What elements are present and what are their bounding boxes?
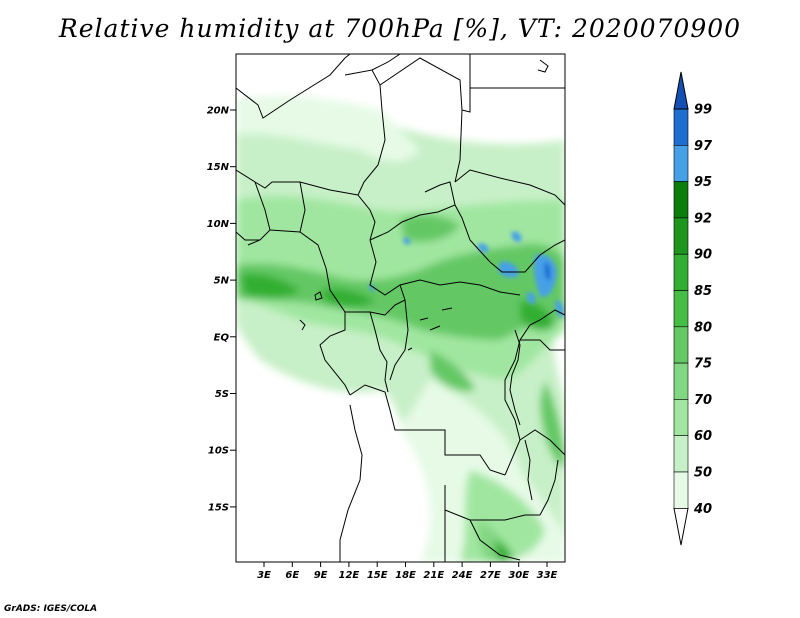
x-axis: 3E 6E 9E 12E 15E 18E 21E 24E 27E 30E 33E (257, 562, 558, 581)
colorbar-segment (673, 108, 689, 146)
colorbar-segment (673, 181, 689, 219)
y-tick-label: 15N (207, 162, 230, 173)
x-tick-label: 9E (314, 570, 328, 581)
x-tick-label: 15E (367, 570, 388, 581)
plot-frame (235, 53, 566, 563)
x-tick-label: 27E (480, 570, 501, 581)
colorbar-label: 40 (693, 502, 712, 517)
colorbar-segment (673, 71, 689, 110)
colorbar-label: 85 (694, 284, 712, 299)
x-tick-label: 30E (508, 570, 529, 581)
colorbar-label: 90 (694, 248, 712, 263)
grads-credit: GrADS: IGES/COLA (4, 604, 98, 614)
colorbar-label: 99 (694, 103, 712, 118)
x-tick-label: 6E (285, 570, 299, 581)
y-tick-label: EQ (214, 332, 230, 343)
colorbar-segment (673, 399, 689, 436)
colorbar-label: 80 (694, 320, 712, 335)
colorbar-label: 92 (694, 211, 712, 226)
colorbar-label: 70 (694, 393, 712, 408)
x-tick-label: 24E (452, 570, 473, 581)
x-tick-label: 12E (339, 570, 360, 581)
colorbar-segment (673, 471, 689, 509)
colorbar-label: 97 (694, 139, 713, 154)
y-tick-label: 15S (208, 502, 229, 513)
country-borders (236, 54, 565, 562)
x-tick-label: 3E (257, 570, 271, 581)
colorbar-label: 75 (694, 357, 712, 372)
colorbar-segment (673, 253, 689, 291)
x-tick-label: 33E (537, 570, 558, 581)
x-tick-label: 18E (395, 570, 416, 581)
y-tick-label: 20N (207, 106, 230, 117)
colorbar-segment (673, 326, 689, 364)
y-tick-label: 10S (208, 446, 229, 457)
colorbar-label: 60 (694, 429, 712, 444)
y-axis: 20N 15N 10N 5N EQ 5S 10S 15S (207, 106, 236, 513)
colorbar-segment (673, 217, 689, 255)
colorbar-segment (673, 290, 689, 328)
y-tick-label: 5S (215, 389, 229, 400)
x-tick-label: 21E (423, 570, 444, 581)
colorbar-segment (673, 145, 689, 182)
colorbar-segment (673, 435, 689, 473)
colorbar-segment (673, 362, 689, 400)
colorbar-label: 95 (694, 175, 712, 190)
map-title: Relative humidity at 700hPa [%], VT: 202… (58, 14, 742, 43)
colorbar-segment (673, 507, 689, 546)
colorbar: 99 97 95 92 90 85 80 75 70 60 50 40 (673, 71, 713, 546)
y-tick-label: 5N (214, 276, 230, 287)
y-tick-label: 10N (207, 219, 230, 230)
colorbar-label: 50 (694, 466, 712, 481)
